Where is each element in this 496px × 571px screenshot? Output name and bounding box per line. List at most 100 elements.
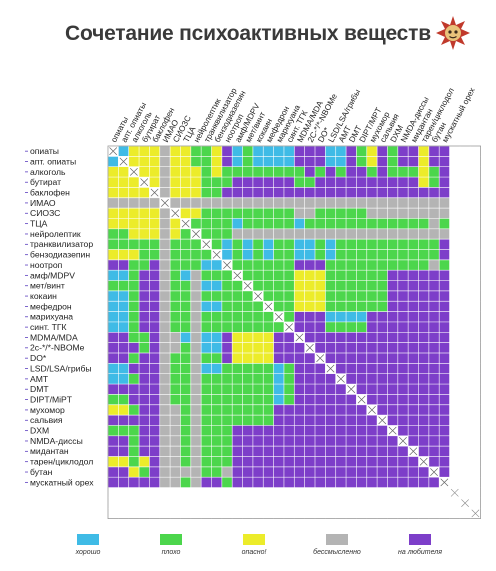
matrix-cell — [211, 259, 222, 271]
matrix-cell — [128, 394, 140, 405]
matrix-cell — [418, 228, 429, 240]
matrix-cell — [139, 353, 150, 364]
matrix-cell — [232, 228, 243, 240]
matrix-cell — [252, 373, 264, 385]
matrix-cell — [211, 197, 222, 209]
matrix-cell — [252, 477, 264, 488]
matrix-cell — [315, 187, 326, 198]
matrix-cell — [242, 394, 253, 405]
matrix-cell — [118, 208, 129, 219]
matrix-cell — [190, 259, 202, 271]
matrix-cell — [149, 197, 160, 209]
row-label: опиаты — [30, 146, 59, 156]
matrix-cell — [201, 270, 212, 281]
row-label: мет/винт — [30, 281, 65, 291]
matrix-cell — [304, 301, 315, 312]
matrix-cell — [335, 270, 347, 281]
matrix-cell — [221, 342, 233, 353]
legend-label: хорошо — [75, 549, 101, 556]
matrix-cell — [242, 166, 253, 178]
diagonal-cell — [366, 404, 378, 416]
matrix-cell — [273, 239, 284, 250]
matrix-cell — [294, 146, 305, 157]
matrix-cell — [211, 239, 222, 250]
matrix-cell — [170, 321, 181, 333]
matrix-cell — [356, 446, 367, 457]
matrix-cell — [304, 177, 315, 188]
matrix-cell — [283, 239, 295, 250]
matrix-cell — [211, 456, 222, 467]
matrix-cell — [108, 435, 119, 447]
matrix-cell — [283, 415, 295, 426]
matrix-cell — [232, 373, 243, 385]
matrix-cell — [304, 415, 315, 426]
matrix-cell — [149, 446, 160, 457]
matrix-cell — [108, 394, 119, 405]
matrix-cell — [232, 146, 243, 157]
matrix-cell — [408, 311, 419, 322]
row-label: амф/MDPV — [30, 270, 75, 280]
matrix-cell — [149, 373, 160, 385]
matrix-cell — [397, 425, 409, 436]
matrix-cell — [221, 477, 233, 488]
matrix-cell — [242, 425, 253, 436]
matrix-cell — [294, 321, 305, 333]
diagonal-cell — [128, 166, 140, 178]
row-label: мускатный орех — [30, 477, 94, 487]
matrix-cell — [232, 187, 243, 198]
matrix-cell — [418, 259, 429, 271]
matrix-cell — [201, 425, 212, 436]
matrix-cell — [428, 156, 440, 167]
matrix-cell — [377, 228, 388, 240]
matrix-cell — [263, 270, 274, 281]
matrix-cell — [315, 166, 326, 178]
matrix-cell — [108, 477, 119, 488]
diagonal-cell — [439, 477, 450, 488]
matrix-cell — [439, 384, 450, 395]
matrix-cell — [346, 270, 357, 281]
matrix-cell — [159, 435, 171, 447]
matrix-cell — [118, 228, 129, 240]
diagonal-cell — [377, 415, 388, 426]
matrix-cell — [263, 373, 274, 385]
matrix-cell — [190, 446, 202, 457]
matrix-cell — [315, 228, 326, 240]
matrix-cell — [325, 404, 336, 416]
matrix-cell — [211, 425, 222, 436]
matrix-cell — [408, 384, 419, 395]
matrix-cell — [366, 342, 378, 353]
matrix-cell — [201, 415, 212, 426]
matrix-cell — [108, 249, 119, 260]
matrix-cell — [263, 208, 274, 219]
matrix-cell — [366, 363, 378, 374]
matrix-cell — [201, 166, 212, 178]
matrix-cell — [418, 290, 429, 302]
matrix-cell — [439, 239, 450, 250]
matrix-cell — [221, 177, 233, 188]
matrix-cell — [283, 228, 295, 240]
matrix-cell — [221, 373, 233, 385]
matrix-cell — [118, 166, 129, 178]
matrix-cell — [387, 228, 398, 240]
matrix-cell — [428, 259, 440, 271]
matrix-cell — [149, 404, 160, 416]
matrix-cell — [346, 425, 357, 436]
matrix-cell — [201, 466, 212, 478]
matrix-cell — [190, 311, 202, 322]
matrix-cell — [428, 342, 440, 353]
matrix-cell — [356, 353, 367, 364]
matrix-cell — [190, 415, 202, 426]
matrix-cell — [387, 197, 398, 209]
matrix-cell — [346, 177, 357, 188]
matrix-cell — [201, 373, 212, 385]
matrix-cell — [128, 311, 140, 322]
matrix-cell — [387, 249, 398, 260]
matrix-cell — [232, 394, 243, 405]
matrix-cell — [170, 373, 181, 385]
matrix-cell — [252, 301, 264, 312]
diagonal-cell — [325, 363, 336, 374]
matrix-cell — [439, 146, 450, 157]
matrix-cell — [294, 394, 305, 405]
matrix-cell — [201, 218, 212, 229]
matrix-cell — [418, 249, 429, 260]
